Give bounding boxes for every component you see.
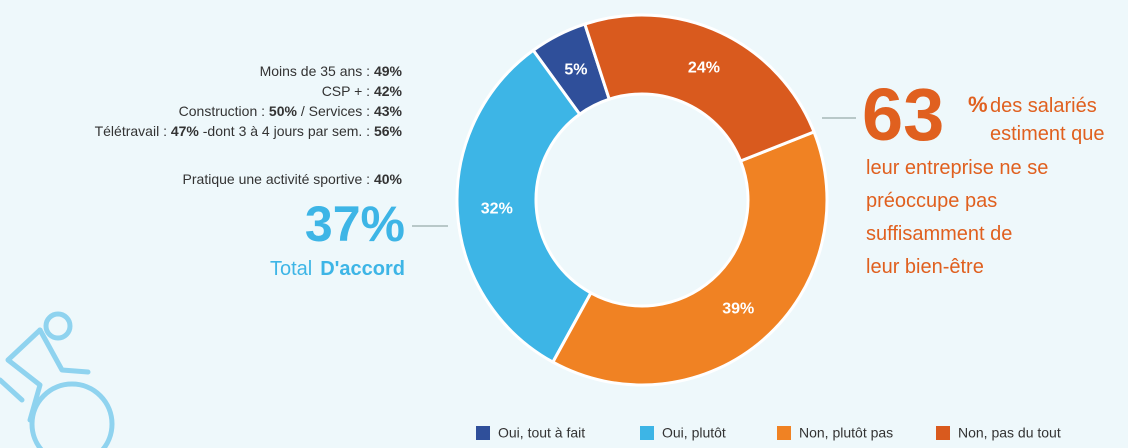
callout-line: des salariés — [990, 95, 1097, 117]
legend-label: Non, pas du tout — [958, 425, 1061, 441]
total-figure: 37% — [305, 196, 405, 252]
note-value: 56% — [374, 123, 403, 139]
data-label: 39% — [722, 300, 754, 317]
note-line: Moins de 35 ans : 49% — [260, 63, 403, 79]
legend-swatch — [936, 426, 950, 440]
legend-label: Non, plutôt pas — [799, 425, 893, 441]
callout-text: des salariés estiment que leur entreprise … — [866, 95, 1105, 278]
data-label: 32% — [481, 200, 513, 217]
callout-line: estiment que — [990, 123, 1105, 145]
total-label: Total D'accord — [270, 258, 405, 280]
note-text: CSP + : — [322, 83, 374, 99]
callout-line: leur entreprise ne se — [866, 157, 1048, 179]
note-value: 50% — [269, 103, 298, 119]
donut-segment — [455, 48, 593, 365]
callout-line: préoccupe pas — [866, 190, 997, 212]
total-strong: D'accord — [320, 258, 405, 280]
total-text: Total — [270, 258, 312, 280]
note-line: Pratique une activité sportive : 40% — [183, 171, 403, 187]
note-text: Télétravail : — [95, 123, 171, 139]
cyclist-icon — [0, 311, 115, 448]
data-label: 24% — [688, 60, 720, 77]
note-line: Construction : 50% / Services : 43% — [179, 103, 403, 119]
note-value: 40% — [374, 171, 403, 187]
callout-line: suffisamment de — [866, 223, 1012, 245]
callout-unit: % — [968, 92, 988, 117]
notes: Moins de 35 ans : 49%CSP + : 42%Construc… — [95, 63, 403, 187]
note-value: 43% — [374, 103, 403, 119]
legend-swatch — [476, 426, 490, 440]
note-text: / Services : — [297, 103, 374, 119]
legend-label: Oui, tout à fait — [498, 425, 585, 441]
note-value: 49% — [374, 63, 403, 79]
note-line: Télétravail : 47% -dont 3 à 4 jours par … — [95, 123, 403, 139]
legend-swatch — [640, 426, 654, 440]
note-text: -dont 3 à 4 jours par sem. : — [199, 123, 374, 139]
note-value: 42% — [374, 83, 403, 99]
donut: 5% 32% 39% 24% — [455, 13, 829, 387]
legend: Oui, tout à fait Oui, plutôt Non, plutôt p… — [476, 425, 1061, 441]
legend-label: Oui, plutôt — [662, 425, 726, 441]
data-label: 5% — [564, 62, 587, 79]
note-line: CSP + : 42% — [322, 83, 403, 99]
note-text: Moins de 35 ans : — [260, 63, 374, 79]
note-text: Construction : — [179, 103, 269, 119]
callout-figure: 63 — [862, 73, 944, 156]
donut-segment — [550, 129, 829, 387]
note-text: Pratique une activité sportive : — [183, 171, 374, 187]
note-value: 47% — [171, 123, 200, 139]
callout-line: leur bien-être — [866, 256, 984, 278]
donut-segment — [582, 13, 816, 163]
legend-swatch — [777, 426, 791, 440]
